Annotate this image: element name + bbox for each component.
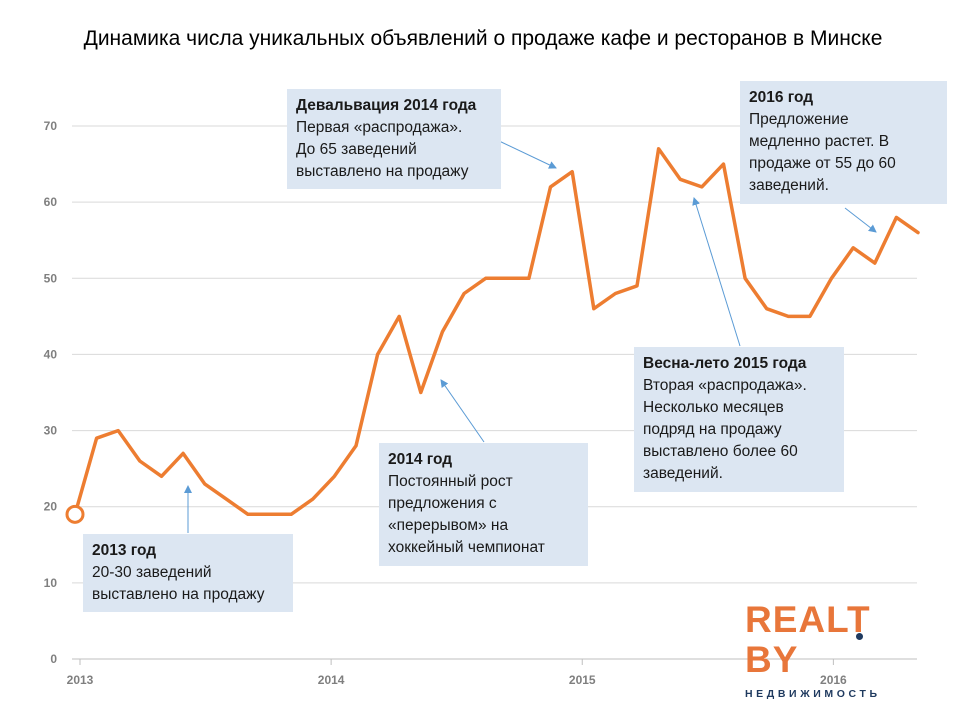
y-tick-label: 30	[44, 424, 58, 438]
y-tick-label: 40	[44, 347, 58, 361]
y-tick-label: 20	[44, 500, 58, 514]
data-point	[851, 246, 855, 250]
series-line	[73, 147, 920, 517]
data-point	[657, 147, 661, 151]
chart-title: Динамика числа уникальных объявлений о п…	[84, 27, 883, 50]
y-tick-label: 0	[50, 652, 57, 666]
annotation-heading: Весна-лето 2015 года	[643, 355, 807, 372]
data-point	[721, 162, 725, 166]
data-point	[289, 512, 293, 516]
data-point	[916, 231, 920, 235]
data-point	[786, 314, 790, 318]
annotation-2013: 2013 год 20-30 заведений выставлено на п…	[83, 534, 293, 612]
annotation-arrows	[184, 139, 877, 533]
data-point	[397, 314, 401, 318]
data-point	[765, 307, 769, 311]
arrow-spring-2015	[692, 197, 741, 347]
data-point	[181, 451, 185, 455]
data-point	[332, 474, 336, 478]
logo-subtitle: НЕДВИЖИМОСТЬ	[745, 688, 881, 700]
annotation-heading: 2016 год	[749, 89, 814, 106]
start-marker	[65, 504, 85, 524]
series-group	[65, 147, 920, 524]
annotation-heading: 2014 год	[388, 451, 453, 468]
annotation-text: Первая «распродажа». До 65 заведений выс…	[296, 119, 469, 180]
y-tick-label: 70	[44, 119, 58, 133]
data-point	[116, 429, 120, 433]
data-point	[830, 276, 834, 280]
logo-dot	[856, 633, 863, 640]
data-point	[808, 314, 812, 318]
data-point	[505, 276, 509, 280]
data-point	[484, 276, 488, 280]
x-tick-label: 2015	[569, 673, 596, 687]
data-point	[613, 292, 617, 296]
data-point	[894, 215, 898, 219]
annotation-2014: 2014 год Постоянный рост предложения с «…	[379, 443, 588, 566]
arrow-devaluation	[496, 139, 557, 169]
data-point	[246, 512, 250, 516]
arrow-2014	[440, 379, 485, 443]
annotation-heading: Девальвация 2014 года	[296, 97, 477, 114]
data-point	[95, 436, 99, 440]
annotation-2016: 2016 год Предложение медленно растет. В …	[740, 81, 947, 204]
annotation-spring-2015: Весна-лето 2015 года Вторая «распродажа»…	[634, 347, 844, 492]
data-point	[462, 292, 466, 296]
y-tick-label: 60	[44, 195, 58, 209]
x-tick-label: 2013	[67, 673, 94, 687]
y-tick-label: 10	[44, 576, 58, 590]
annotation-devaluation-2014: Девальвация 2014 года Первая «распродажа…	[287, 89, 501, 189]
x-axis-ticks: 2013 2014 2015 2016	[67, 659, 847, 687]
data-point	[203, 482, 207, 486]
data-point	[159, 474, 163, 478]
y-axis-ticks: 0 10 20 30 40 50 60 70	[44, 119, 58, 666]
data-point	[743, 276, 747, 280]
data-point	[440, 330, 444, 334]
x-tick-label: 2016	[820, 673, 847, 687]
data-point	[549, 185, 553, 189]
annotation-text: Постоянный рост предложения с «перерывом…	[388, 473, 545, 556]
annotation-text: 20-30 заведений выставлено на продажу	[92, 564, 265, 603]
data-point	[354, 444, 358, 448]
data-point	[138, 459, 142, 463]
data-point	[678, 177, 682, 181]
realt-by-logo: REALT BY НЕДВИЖИМОСТЬ	[745, 600, 930, 701]
annotation-heading: 2013 год	[92, 542, 157, 559]
data-point	[268, 512, 272, 516]
data-point	[376, 352, 380, 356]
annotation-text: Вторая «распродажа». Несколько месяцев п…	[643, 377, 807, 482]
data-point	[311, 497, 315, 501]
data-point	[873, 261, 877, 265]
data-point	[700, 185, 704, 189]
data-point	[224, 497, 228, 501]
arrow-2016	[844, 207, 877, 233]
x-tick-label: 2014	[318, 673, 345, 687]
logo-wordmark: REALT BY	[745, 599, 871, 680]
data-point	[527, 276, 531, 280]
data-point	[635, 284, 639, 288]
data-point	[570, 170, 574, 174]
data-point	[592, 307, 596, 311]
annotation-text: Предложение медленно растет. В продаже о…	[749, 111, 896, 194]
y-tick-label: 50	[44, 271, 58, 285]
data-point	[419, 391, 423, 395]
